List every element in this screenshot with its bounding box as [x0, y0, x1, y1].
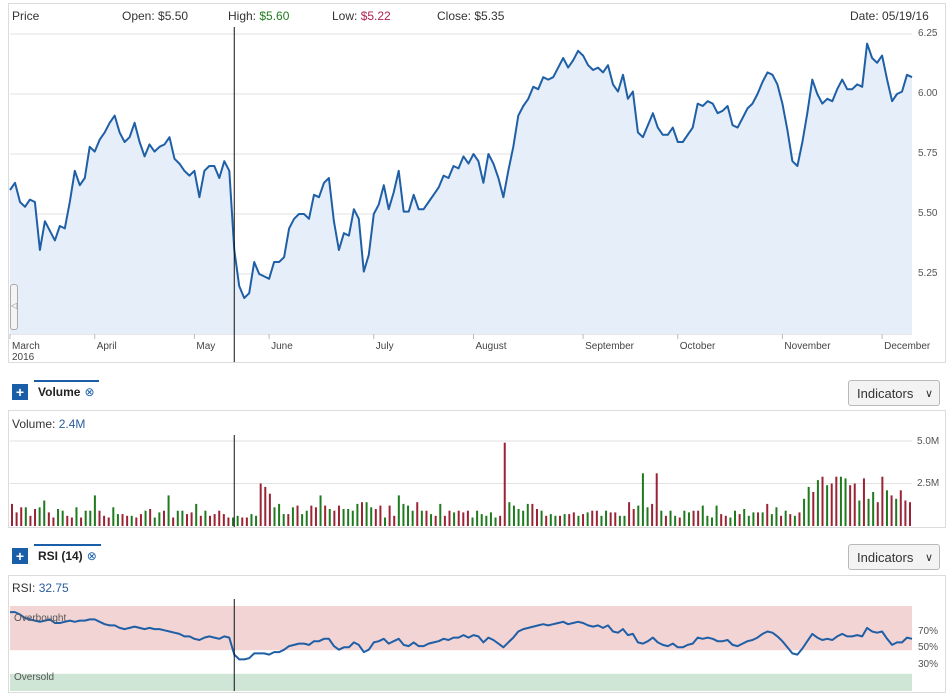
chevron-down-icon: ∨	[924, 552, 933, 564]
date-value: 05/19/16	[882, 9, 929, 23]
volume-toolbar: + Volume ⊗ Indicators ∨	[8, 378, 946, 406]
price-title: Price	[12, 9, 40, 23]
low-readout: Low: $5.22	[332, 9, 391, 23]
price-xtick: September	[585, 341, 635, 352]
volume-panel	[8, 410, 946, 528]
tab-rsi-label: RSI (14)	[38, 549, 83, 563]
scroll-handle[interactable]: ◁	[10, 284, 18, 330]
rsi-value: 32.75	[38, 581, 69, 595]
open-readout: Open: $5.50	[122, 9, 188, 23]
overbought-label: Overbought	[14, 613, 67, 624]
price-xtick: April	[96, 341, 117, 352]
chevron-left-icon: ◁	[11, 301, 18, 310]
price-xtick: August	[475, 341, 507, 352]
close-icon[interactable]: ⊗	[86, 549, 97, 563]
add-indicator-button[interactable]: +	[12, 384, 28, 400]
price-xtick: December	[884, 341, 931, 352]
rsi-panel	[8, 575, 946, 693]
high-label: High:	[228, 9, 257, 23]
open-value: $5.50	[158, 9, 189, 23]
add-indicator-button[interactable]: +	[12, 548, 28, 564]
volume-value: 2.4M	[58, 417, 86, 431]
volume-readout: Volume: 2.4M	[12, 417, 85, 431]
high-value: $5.60	[259, 9, 290, 23]
volume-label: Volume:	[12, 417, 56, 431]
date-label: Date:	[850, 9, 879, 23]
year-label: 2016	[12, 352, 35, 363]
indicators-dropdown[interactable]: Indicators ∨	[848, 380, 940, 406]
rsi-ytick: 30%	[918, 659, 939, 670]
high-readout: High: $5.60	[228, 9, 289, 23]
price-xtick: July	[375, 341, 394, 352]
price-xtick: May	[196, 341, 216, 352]
price-xtick: October	[679, 341, 716, 352]
tab-volume-label: Volume	[38, 385, 81, 399]
price-ytick: 6.25	[918, 28, 938, 39]
price-ytick: 6.00	[918, 88, 938, 99]
rsi-ytick: 50%	[918, 642, 939, 653]
tab-rsi[interactable]: RSI (14) ⊗	[34, 544, 101, 568]
close-readout: Close: $5.35	[437, 9, 504, 23]
indicators-label: Indicators	[857, 550, 914, 565]
date-readout: Date: 05/19/16	[850, 9, 929, 23]
price-xtick: June	[271, 341, 293, 352]
price-ytick: 5.50	[918, 208, 938, 219]
volume-ytick: 5.0M	[917, 436, 940, 447]
price-ytick: 5.75	[918, 148, 938, 159]
volume-ytick: 2.5M	[917, 478, 940, 489]
close-label: Close:	[437, 9, 472, 23]
close-icon[interactable]: ⊗	[84, 385, 95, 399]
rsi-toolbar: + RSI (14) ⊗ Indicators ∨	[8, 542, 946, 570]
price-ytick: 5.25	[918, 268, 938, 279]
oversold-label: Oversold	[14, 672, 55, 683]
rsi-label: RSI:	[12, 581, 36, 595]
open-label: Open:	[122, 9, 155, 23]
rsi-ytick: 70%	[918, 626, 939, 637]
price-xtick: March	[12, 341, 40, 352]
low-value: $5.22	[360, 9, 391, 23]
tab-volume[interactable]: Volume ⊗	[34, 380, 99, 404]
rsi-readout: RSI: 32.75	[12, 581, 69, 595]
indicators-dropdown[interactable]: Indicators ∨	[848, 544, 940, 570]
low-label: Low:	[332, 9, 358, 23]
price-xtick: November	[784, 341, 831, 352]
close-value: $5.35	[474, 9, 505, 23]
indicators-label: Indicators	[857, 386, 914, 401]
chevron-down-icon: ∨	[924, 388, 933, 400]
price-panel	[8, 3, 946, 363]
